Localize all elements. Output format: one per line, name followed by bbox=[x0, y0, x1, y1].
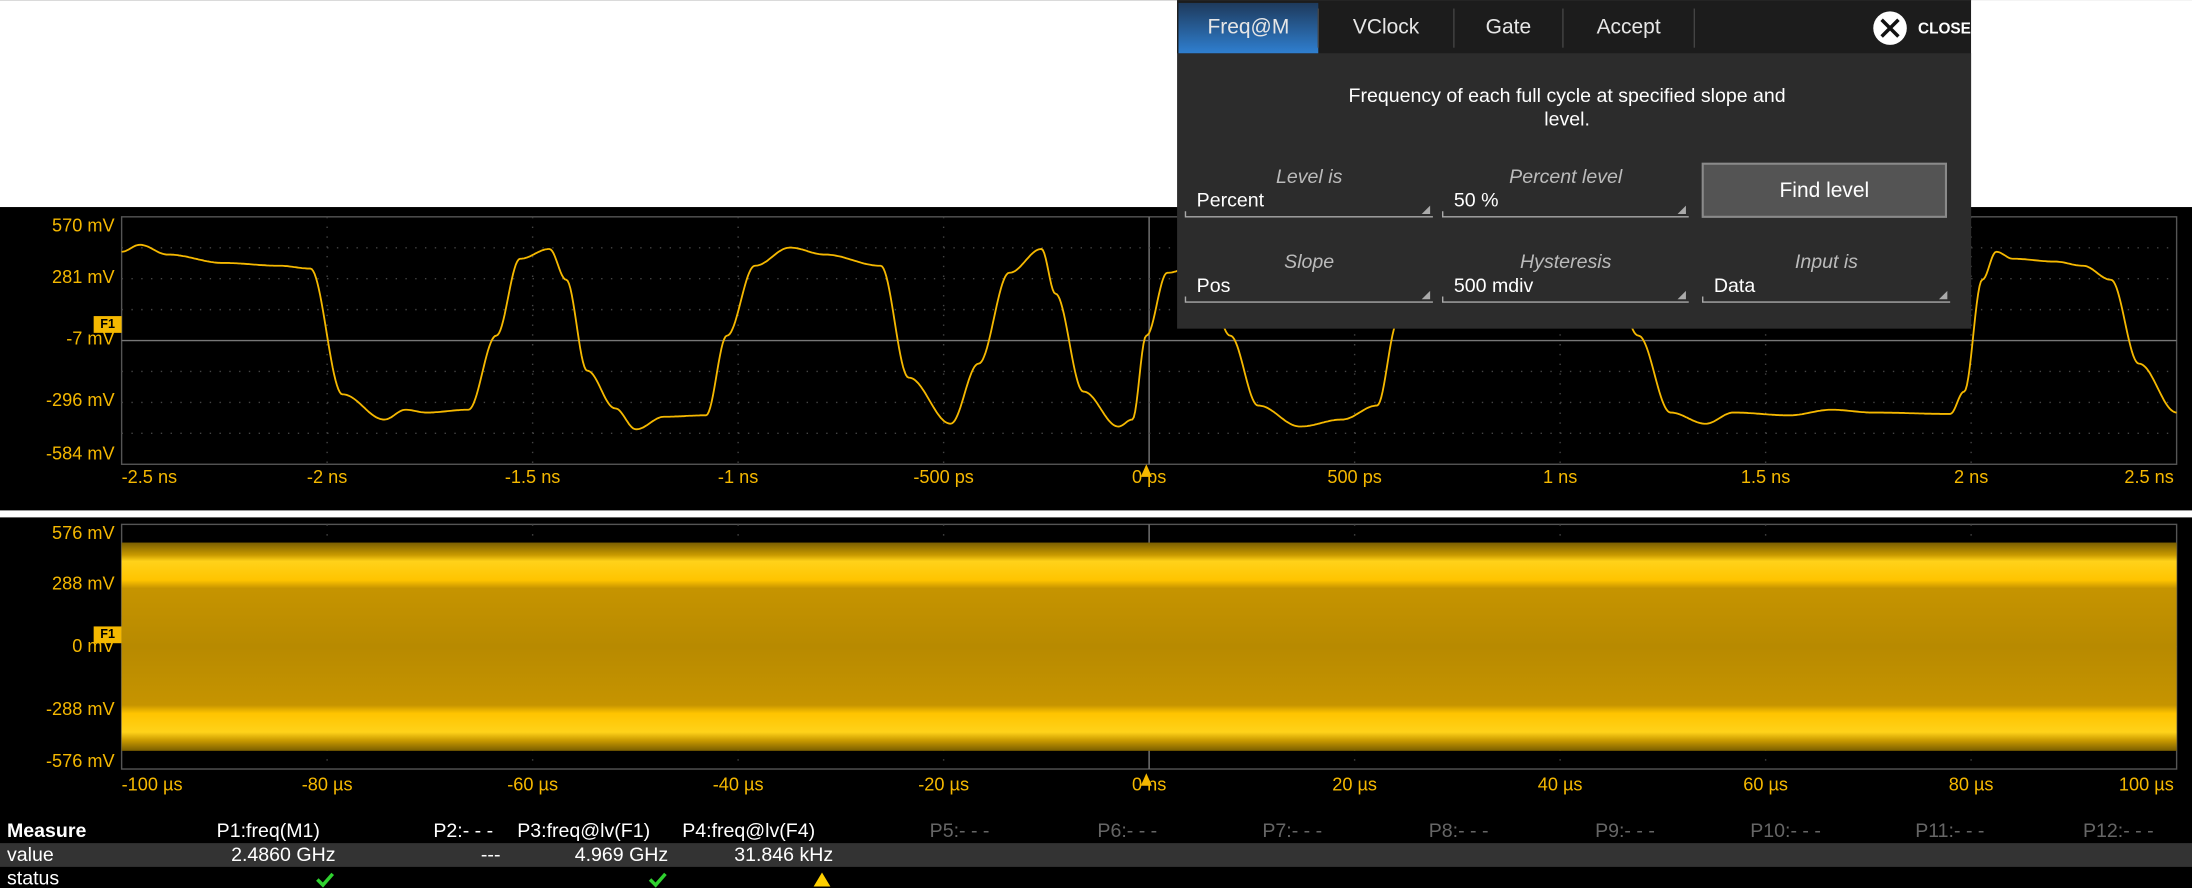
y-tick-label: -296 mV bbox=[46, 390, 116, 410]
field-value[interactable]: Pos bbox=[1197, 275, 1231, 297]
button-bg bbox=[1701, 162, 1948, 218]
measure-header: P10:- - - bbox=[1750, 820, 1821, 842]
x-tick-label: 60 µs bbox=[1743, 775, 1788, 795]
x-tick-label: -2 ns bbox=[307, 467, 347, 487]
y-tick-label: 281 mV bbox=[52, 267, 115, 287]
field-dropdown bbox=[1421, 290, 1431, 300]
x-tick-label: 500 ps bbox=[1327, 467, 1382, 487]
close-button[interactable]: CLOSE bbox=[1918, 21, 1971, 38]
field-label: Input is bbox=[1795, 251, 1858, 273]
field-value[interactable]: Percent bbox=[1197, 190, 1265, 212]
y-tick-label: 570 mV bbox=[52, 215, 115, 235]
tab-active-bg bbox=[1178, 2, 1319, 54]
x-tick-label: -20 µs bbox=[918, 775, 969, 795]
description: Frequency of each full cycle at specifie… bbox=[1349, 85, 1786, 107]
find-level-button[interactable]: Find level bbox=[1779, 179, 1869, 202]
measure-header: P5:- - - bbox=[930, 820, 990, 842]
x-tick-label: 20 µs bbox=[1332, 775, 1377, 795]
x-tick-label: 1.5 ns bbox=[1741, 467, 1790, 487]
x-tick-label: 1 ns bbox=[1543, 467, 1577, 487]
field-label: Slope bbox=[1284, 251, 1334, 273]
measure-value: 4.969 GHz bbox=[575, 844, 669, 866]
x-tick-label: 2 ns bbox=[1954, 467, 1988, 487]
y-tick-label: -288 mV bbox=[46, 699, 116, 719]
status-ok bbox=[648, 872, 667, 888]
x-tick-label: 80 µs bbox=[1949, 775, 1994, 795]
measure-header: P6:- - - bbox=[1097, 820, 1157, 842]
status-ok bbox=[316, 872, 335, 888]
measure-value: --- bbox=[481, 844, 501, 866]
trigger-marker bbox=[1140, 464, 1152, 477]
tab[interactable]: Gate bbox=[1486, 16, 1531, 39]
measure-header: P9:- - - bbox=[1595, 820, 1655, 842]
value-row-bg bbox=[0, 843, 2192, 867]
dialog-clip bbox=[1971, 0, 2192, 54]
x-tick-label: -1 ns bbox=[718, 467, 758, 487]
channel-marker-bg bbox=[93, 626, 122, 644]
field-label: Level is bbox=[1276, 166, 1343, 188]
field-underline bbox=[1184, 211, 1433, 218]
x-tick-label: -80 µs bbox=[302, 775, 353, 795]
waveform-envelope bbox=[121, 542, 2177, 751]
measure-status-label: status bbox=[7, 868, 59, 888]
field-label: Percent level bbox=[1509, 166, 1623, 188]
measure-header: P3:freq@lv(F1) bbox=[517, 820, 650, 842]
field-underline bbox=[1184, 296, 1433, 303]
measure-header: P4:freq@lv(F4) bbox=[682, 820, 815, 842]
close-x bbox=[1880, 18, 1900, 38]
x-tick-label: -40 µs bbox=[713, 775, 764, 795]
channel-marker: F1 bbox=[100, 317, 115, 331]
tab[interactable]: VClock bbox=[1353, 16, 1420, 39]
status-warning bbox=[813, 872, 831, 887]
y-tick-label: 288 mV bbox=[52, 573, 115, 593]
measure-header: P2:- - - bbox=[433, 820, 493, 842]
field-dropdown bbox=[1677, 205, 1686, 215]
y-tick-label: 576 mV bbox=[52, 523, 115, 543]
tab[interactable]: Freq@M bbox=[1207, 16, 1289, 39]
dialog: Freq@M VClock Gate Accept CLOSE Frequency of … bbox=[1177, 0, 1972, 329]
panel-separator bbox=[0, 510, 2192, 518]
tab[interactable]: Accept bbox=[1597, 16, 1661, 39]
measure-header: P8:- - - bbox=[1429, 820, 1489, 842]
x-tick-label: -1.5 ns bbox=[505, 467, 561, 487]
measure-header: P1:freq(M1) bbox=[217, 820, 320, 842]
y-tick-label: -576 mV bbox=[46, 751, 116, 771]
measure-header: P12:- - - bbox=[2083, 820, 2154, 842]
field-underline bbox=[1441, 211, 1689, 218]
x-tick-label: 2.5 ns bbox=[2124, 467, 2173, 487]
waveform bbox=[121, 243, 2177, 431]
y-tick-label: -7 mV bbox=[66, 329, 115, 349]
field-underline bbox=[1702, 296, 1951, 303]
field-underline bbox=[1441, 296, 1689, 303]
measure-value: 31.846 kHz bbox=[734, 844, 833, 866]
x-tick-label: -500 ps bbox=[913, 467, 974, 487]
channel-marker-bg bbox=[93, 316, 122, 333]
measure-header: P7:- - - bbox=[1262, 820, 1322, 842]
measure-value: 2.4860 GHz bbox=[231, 844, 335, 866]
field-dropdown bbox=[1421, 205, 1431, 215]
field-value[interactable]: Data bbox=[1714, 275, 1755, 297]
field-label: Hysteresis bbox=[1520, 251, 1612, 273]
measure-header: Measure bbox=[7, 820, 86, 842]
x-tick-label: 100 µs bbox=[2119, 775, 2174, 795]
measure-header: P11:- - - bbox=[1915, 820, 1984, 842]
x-tick-label: 40 µs bbox=[1538, 775, 1583, 795]
x-tick-label: -2.5 ns bbox=[122, 467, 178, 487]
x-tick-label: -60 µs bbox=[507, 775, 558, 795]
measure-value: value bbox=[7, 844, 54, 866]
trigger-marker bbox=[1140, 773, 1152, 786]
x-tick-label: -100 µs bbox=[122, 775, 183, 795]
field-value[interactable]: 500 mdiv bbox=[1454, 275, 1534, 297]
y-tick-label: -584 mV bbox=[46, 443, 116, 463]
description: level. bbox=[1544, 109, 1590, 131]
field-value[interactable]: 50 % bbox=[1454, 190, 1499, 212]
x-tick-label: 0 ps bbox=[1132, 467, 1166, 487]
channel-marker: F1 bbox=[100, 627, 115, 641]
